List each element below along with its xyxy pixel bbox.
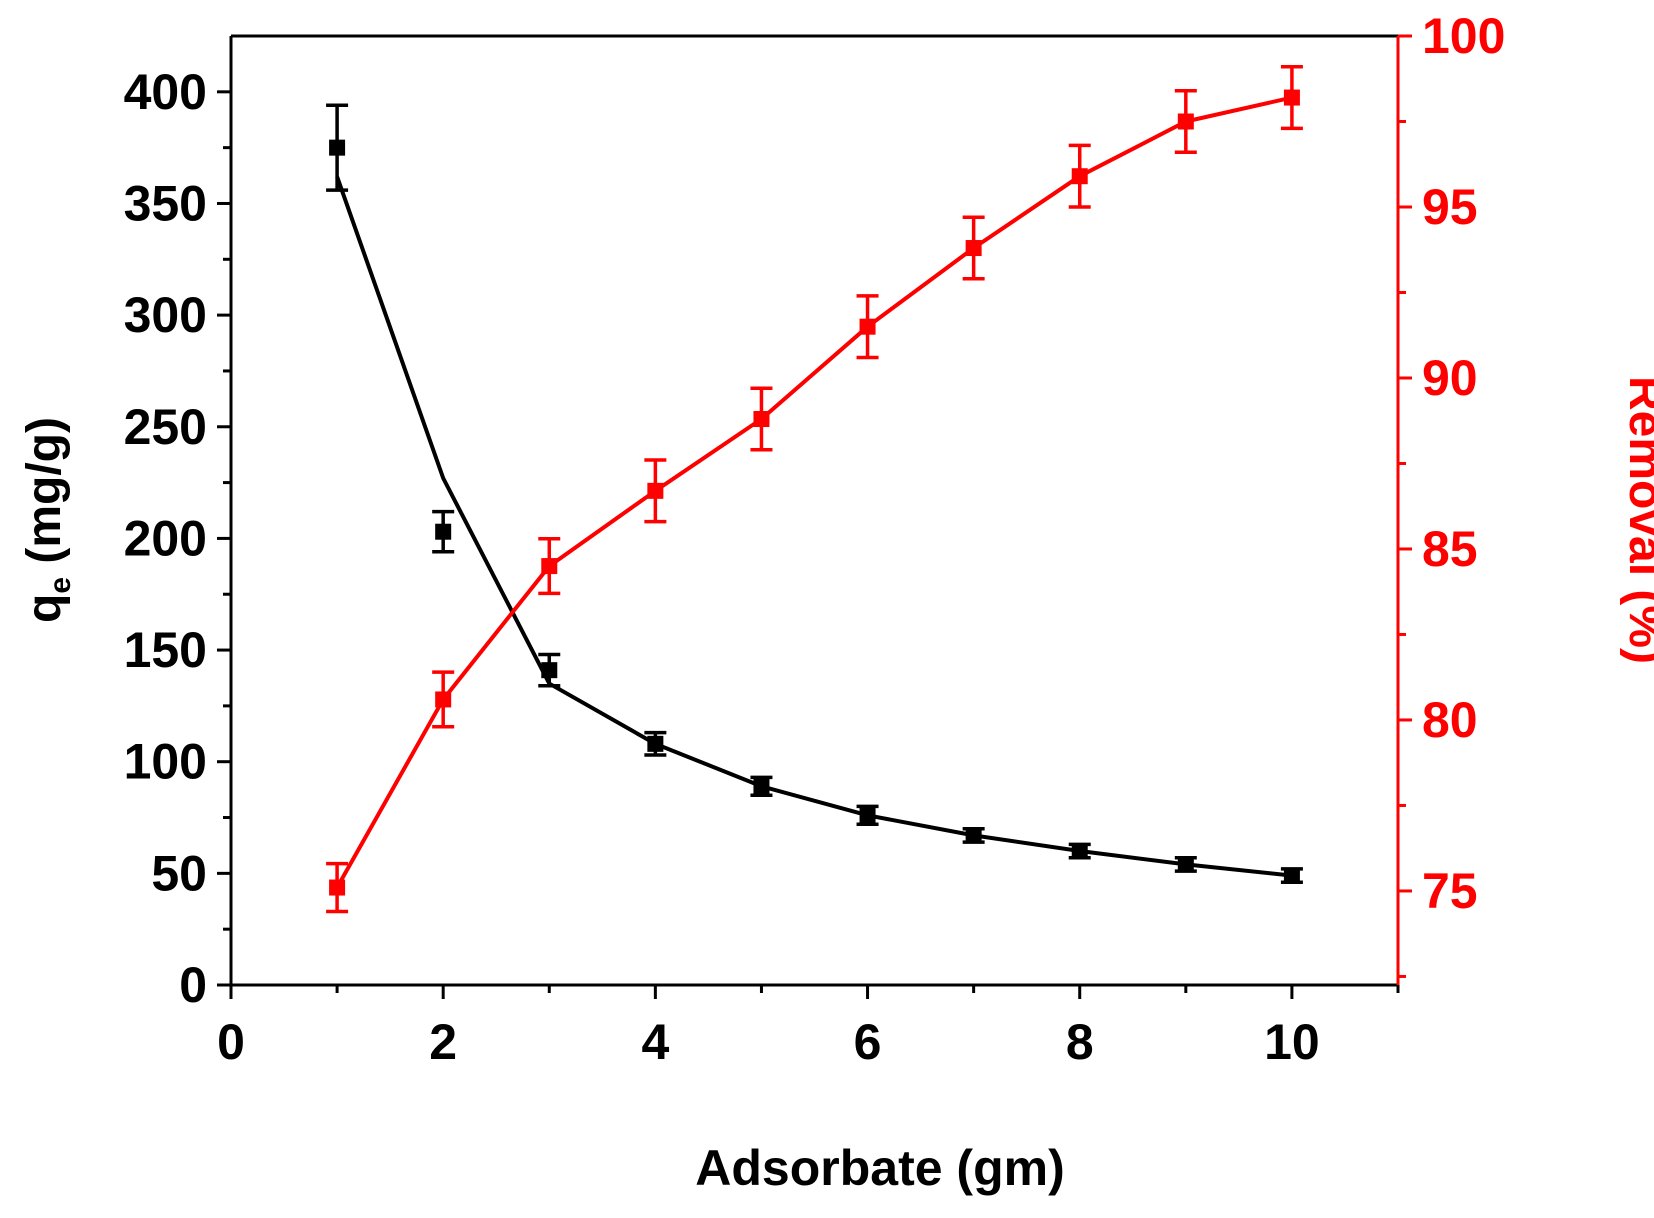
- y-axis-label-left-sub: e: [44, 577, 77, 594]
- y-right-tick-label: 95: [1422, 179, 1478, 235]
- x-axis-label: Adsorbate (gm): [695, 1140, 1064, 1196]
- y-right-tick-label: 90: [1422, 350, 1478, 406]
- y-left-tick-label: 150: [124, 622, 207, 678]
- y-left-tick-label: 100: [124, 734, 207, 790]
- y-left-tick-label: 200: [124, 510, 207, 566]
- y-axis-label-left: qe (mg/g): [18, 417, 77, 623]
- y-left-tick-label: 0: [179, 957, 207, 1013]
- series-right-point: [1071, 168, 1088, 185]
- series-right-point: [329, 879, 346, 896]
- y-axis-label-left-main: q: [18, 594, 71, 623]
- y-right-tick-label: 75: [1422, 863, 1478, 919]
- x-tick-label: 6: [854, 1014, 882, 1070]
- series-right-point: [541, 558, 558, 575]
- x-tick-label: 2: [429, 1014, 457, 1070]
- x-tick-label: 8: [1066, 1014, 1094, 1070]
- y-left-tick-label: 250: [124, 399, 207, 455]
- y-right-tick-label: 100: [1422, 8, 1505, 64]
- y-right-tick-label: 80: [1422, 692, 1478, 748]
- series-left-point: [647, 735, 664, 752]
- y-axis-label-left-rest: (mg/g): [18, 417, 71, 577]
- series-right-line: [335, 95, 1293, 889]
- series-right-point: [965, 240, 982, 257]
- series-left-point: [329, 139, 346, 156]
- x-tick-label: 4: [641, 1014, 669, 1070]
- y-axis-label-right: Removal (%): [1619, 376, 1654, 664]
- series-left-point: [435, 523, 452, 540]
- y-left-tick-label: 50: [151, 845, 207, 901]
- series-left-point: [541, 662, 558, 679]
- x-tick-label: 10: [1264, 1014, 1320, 1070]
- series-right-point: [435, 691, 452, 708]
- series-right-point: [859, 318, 876, 335]
- y-left-tick-label: 300: [124, 287, 207, 343]
- series-left-point: [1071, 843, 1088, 860]
- series-left-point: [859, 807, 876, 824]
- series-right-point: [753, 411, 770, 428]
- axes: 0 2 4 6 8 10050100150200250300350400758085909…: [124, 8, 1506, 1070]
- series-left-line: [335, 176, 1293, 878]
- series-right-point: [1177, 113, 1194, 130]
- series-left-point: [965, 827, 982, 844]
- x-tick-label: 0: [217, 1014, 245, 1070]
- series-left-point: [753, 778, 770, 795]
- series-right-point: [647, 482, 664, 499]
- y-left-tick-label: 350: [124, 175, 207, 231]
- series-lines: [335, 95, 1293, 889]
- series-right-point: [1283, 89, 1300, 106]
- series-left-point: [1283, 867, 1300, 884]
- y-right-tick-label: 85: [1422, 521, 1478, 577]
- series-points: [326, 65, 1303, 914]
- series-left-point: [1177, 856, 1194, 873]
- y-left-tick-label: 400: [124, 64, 207, 120]
